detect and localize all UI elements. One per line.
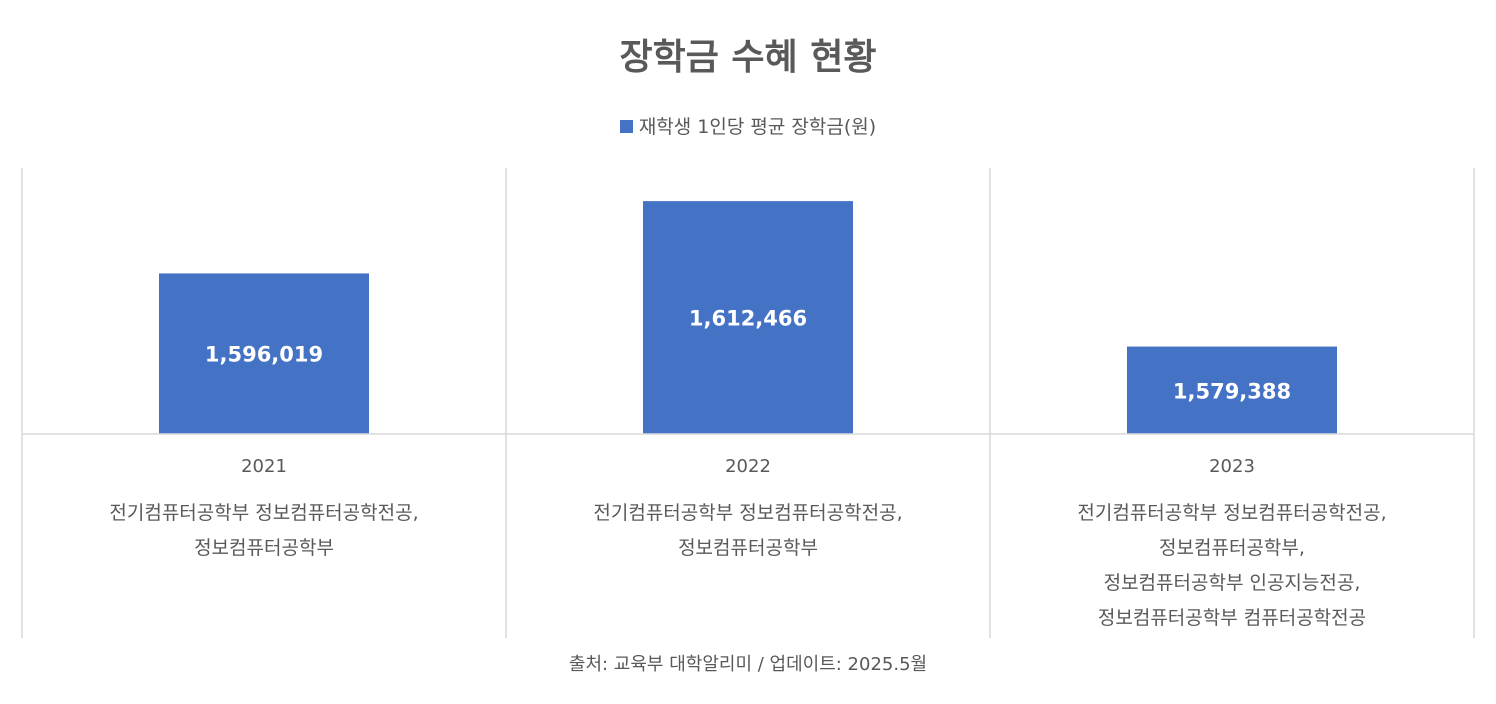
data-label: 1,596,019: [205, 343, 323, 367]
category-label: 2021: [241, 456, 287, 477]
data-label: 1,579,388: [1173, 379, 1291, 403]
category-sublabel: 정보컴퓨터공학부: [678, 537, 818, 559]
category-label: 2023: [1209, 456, 1255, 477]
category-sublabel: 정보컴퓨터공학부 컴퓨터공학전공: [1098, 607, 1366, 629]
category-sublabel: 정보컴퓨터공학부: [194, 537, 334, 559]
bar-2023: [1127, 346, 1337, 434]
category-sublabel: 전기컴퓨터공학부 정보컴퓨터공학전공,: [109, 502, 418, 524]
legend-label: 재학생 1인당 평균 장학금(원): [638, 116, 877, 138]
chart-title: 장학금 수혜 현황: [619, 37, 877, 78]
bar-2021: [159, 273, 369, 434]
category-label: 2022: [725, 456, 771, 477]
legend-swatch: [619, 120, 633, 133]
category-sublabel: 정보컴퓨터공학부 인공지능전공,: [1104, 572, 1361, 594]
legend: 재학생 1인당 평균 장학금(원): [0, 112, 1496, 139]
bar-2022: [643, 201, 853, 434]
category-sublabel: 전기컴퓨터공학부 정보컴퓨터공학전공,: [593, 502, 902, 524]
category-sublabel: 전기컴퓨터공학부 정보컴퓨터공학전공,: [1077, 502, 1386, 524]
category-sublabel: 정보컴퓨터공학부,: [1159, 537, 1305, 559]
source-note: 출처: 교육부 대학알리미 / 업데이트: 2025.5월: [568, 654, 928, 675]
data-label: 1,612,466: [689, 307, 807, 331]
